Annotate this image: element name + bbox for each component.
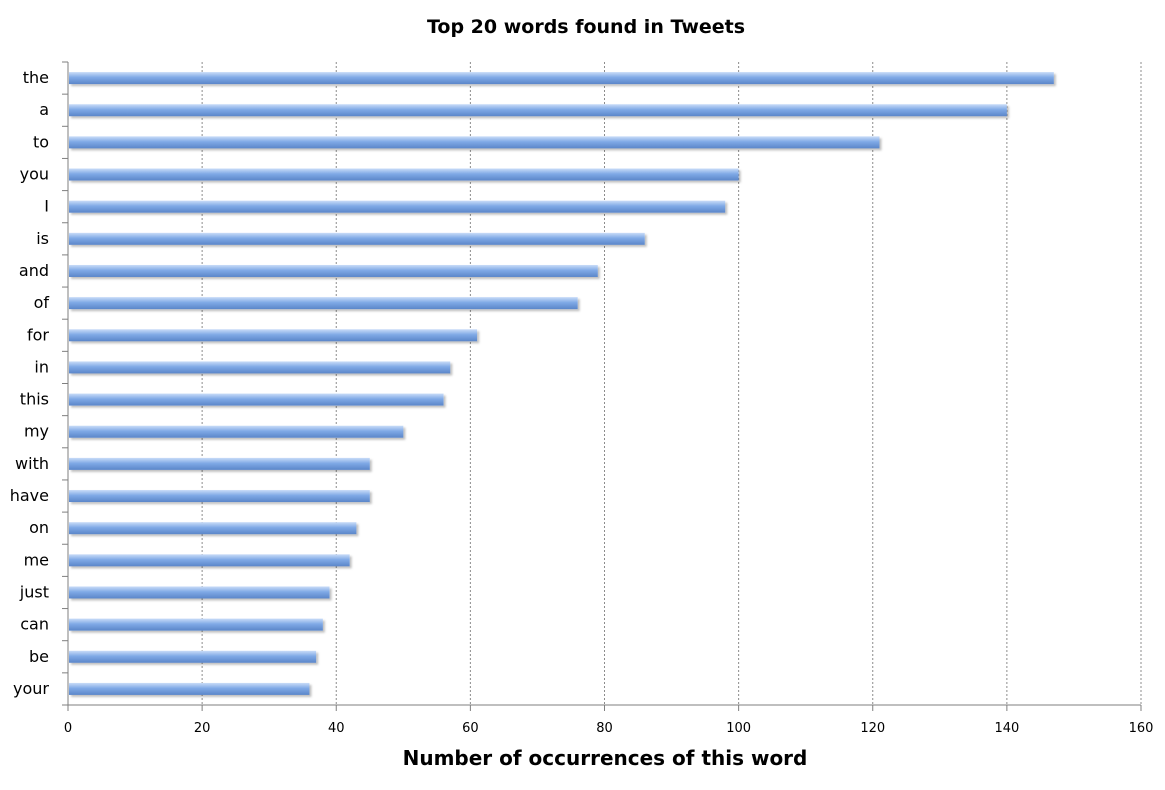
x-tick-label: 20 xyxy=(194,721,211,736)
bars xyxy=(69,72,1054,695)
category-label: I xyxy=(44,197,49,216)
bar-you xyxy=(69,168,739,181)
bar-just xyxy=(69,586,330,599)
bar-my xyxy=(69,425,404,438)
category-label: with xyxy=(15,454,49,473)
bar-the xyxy=(69,72,1054,85)
category-label: and xyxy=(19,261,49,280)
category-label: your xyxy=(13,679,49,698)
category-labels: the a to you Iis and of for in this my with have on me… xyxy=(10,68,50,698)
bar-in xyxy=(69,361,451,374)
x-axis-label: Number of occurrences of this word xyxy=(403,746,808,770)
bar-on xyxy=(69,522,357,535)
category-label: me xyxy=(24,550,49,569)
bar-me xyxy=(69,554,350,567)
bar-this xyxy=(69,393,444,406)
category-label: my xyxy=(24,422,49,441)
x-tick-label: 60 xyxy=(462,721,479,736)
x-tick-label: 80 xyxy=(596,721,613,736)
category-label: just xyxy=(19,582,49,601)
category-label: for xyxy=(27,325,49,344)
bar-be xyxy=(69,650,317,663)
bar-to xyxy=(69,136,880,149)
category-label: of xyxy=(34,293,50,312)
category-label: the xyxy=(23,68,49,87)
chart-title: Top 20 words found in Tweets xyxy=(427,16,745,38)
bar-and xyxy=(69,264,598,277)
bar-a xyxy=(69,104,1007,117)
x-tick-label: 120 xyxy=(860,721,885,736)
axes xyxy=(62,61,1142,711)
x-tick-label: 160 xyxy=(1129,721,1154,736)
x-tick-label: 0 xyxy=(64,721,72,736)
x-tick-label: 140 xyxy=(994,721,1019,736)
gridlines xyxy=(201,62,1142,705)
category-label: is xyxy=(36,229,49,248)
category-label: this xyxy=(20,390,49,409)
bar-with xyxy=(69,457,370,470)
bar-is xyxy=(69,232,645,245)
x-tick-label: 40 xyxy=(328,721,345,736)
category-label: to xyxy=(33,132,49,151)
x-tick-labels: 0 20 40 60 80 100 120 140 160 xyxy=(64,721,1154,736)
category-label: on xyxy=(29,518,49,537)
category-label: in xyxy=(34,357,49,376)
bar-of xyxy=(69,297,578,310)
bar-for xyxy=(69,329,478,342)
category-label: you xyxy=(20,165,49,184)
category-label: a xyxy=(39,100,49,119)
category-label: be xyxy=(29,647,49,666)
category-label: have xyxy=(10,486,49,505)
x-tick-label: 100 xyxy=(726,721,751,736)
bar-have xyxy=(69,490,370,503)
bar-can xyxy=(69,618,323,631)
bar-i xyxy=(69,200,726,213)
bar-your xyxy=(69,682,310,695)
category-label: can xyxy=(20,615,49,634)
